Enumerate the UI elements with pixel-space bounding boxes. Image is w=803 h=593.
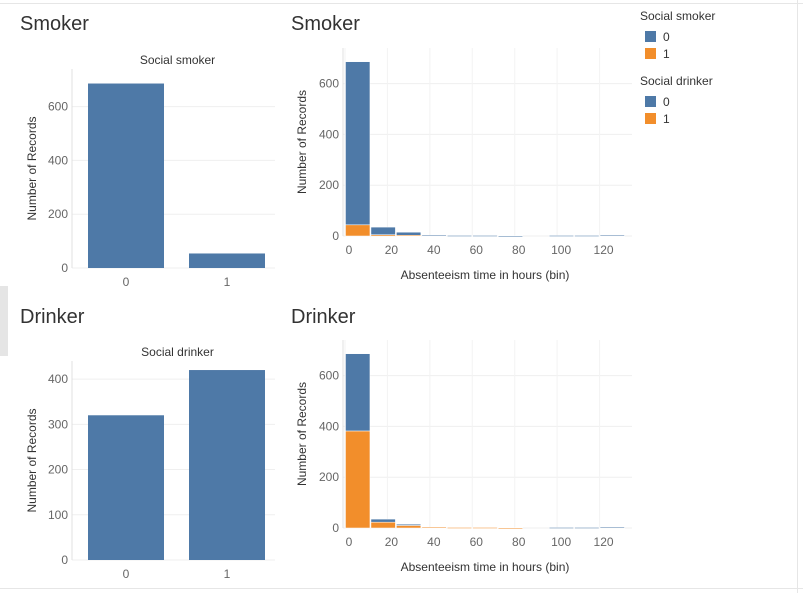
bar-segment bbox=[396, 231, 422, 236]
x-tick-label: 60 bbox=[470, 535, 484, 549]
x-tick-label: 80 bbox=[512, 535, 526, 549]
y-tick-label: 400 bbox=[319, 127, 339, 141]
y-tick-label: 0 bbox=[332, 521, 339, 535]
bar-segment bbox=[370, 226, 396, 235]
x-tick-label: 100 bbox=[551, 243, 571, 257]
y-axis-label: Number of Records bbox=[25, 116, 39, 220]
x-tick-label: 60 bbox=[470, 243, 484, 257]
x-tick-label: 20 bbox=[385, 243, 399, 257]
x-tick-label: 40 bbox=[427, 243, 441, 257]
x-tick-label: 0 bbox=[123, 275, 130, 289]
y-tick-label: 600 bbox=[319, 77, 339, 91]
y-tick-label: 200 bbox=[48, 207, 68, 221]
chart-header: Social drinker bbox=[141, 345, 214, 359]
y-tick-label: 600 bbox=[319, 369, 339, 383]
legend-item[interactable]: 0 bbox=[640, 93, 713, 110]
bar-segment bbox=[472, 527, 498, 529]
y-axis-label: Number of Records bbox=[295, 90, 309, 194]
bar-segment bbox=[396, 525, 422, 529]
x-tick-label: 100 bbox=[551, 535, 571, 549]
legend-item[interactable]: 1 bbox=[640, 45, 715, 62]
bar bbox=[88, 415, 164, 560]
y-tick-label: 600 bbox=[48, 100, 68, 114]
legend-social-drinker[interactable]: Social drinker 0 1 bbox=[640, 74, 713, 127]
y-tick-label: 400 bbox=[319, 419, 339, 433]
y-tick-label: 100 bbox=[48, 508, 68, 522]
legend-label: 0 bbox=[663, 94, 670, 109]
legend-swatch bbox=[645, 31, 656, 42]
legend-swatch bbox=[645, 113, 656, 124]
x-tick-label: 1 bbox=[224, 567, 231, 581]
bar-segment bbox=[599, 234, 625, 237]
bar-segment bbox=[345, 353, 371, 432]
y-tick-label: 200 bbox=[48, 463, 68, 477]
bar-segment bbox=[497, 527, 523, 529]
x-tick-label: 1 bbox=[224, 275, 231, 289]
bar bbox=[189, 253, 265, 268]
sheet-title: Smoker bbox=[20, 13, 89, 35]
x-tick-label: 0 bbox=[346, 243, 353, 257]
bar-segment bbox=[421, 234, 447, 237]
bar-segment bbox=[574, 527, 600, 529]
legend-label: 1 bbox=[663, 111, 670, 126]
legend-title: Social drinker bbox=[640, 74, 713, 88]
dashboard-bottom-border bbox=[0, 588, 803, 589]
sheet-title: Drinker bbox=[291, 306, 356, 328]
legend-item[interactable]: 1 bbox=[640, 110, 713, 127]
bar-segment bbox=[472, 235, 498, 237]
bar-segment bbox=[370, 518, 396, 523]
bar-segment bbox=[396, 523, 422, 526]
x-tick-label: 80 bbox=[512, 243, 526, 257]
y-tick-label: 400 bbox=[48, 372, 68, 386]
legend-item[interactable]: 0 bbox=[640, 28, 715, 45]
x-axis-label: Absenteeism time in hours (bin) bbox=[401, 560, 570, 574]
x-axis-label: Absenteeism time in hours (bin) bbox=[401, 268, 570, 282]
dashboard-top-border bbox=[0, 3, 803, 4]
x-tick-label: 40 bbox=[427, 535, 441, 549]
x-tick-label: 120 bbox=[594, 535, 614, 549]
y-axis-label: Number of Records bbox=[25, 408, 39, 512]
y-tick-label: 200 bbox=[319, 178, 339, 192]
x-tick-label: 0 bbox=[346, 535, 353, 549]
bar-segment bbox=[370, 521, 396, 529]
legend-label: 0 bbox=[663, 29, 670, 44]
bar-segment bbox=[421, 526, 447, 529]
x-tick-label: 0 bbox=[123, 567, 130, 581]
y-tick-label: 0 bbox=[61, 261, 68, 275]
y-tick-label: 400 bbox=[48, 153, 68, 167]
y-tick-label: 0 bbox=[61, 553, 68, 567]
bar bbox=[88, 83, 164, 268]
sheet-title: Smoker bbox=[291, 13, 360, 35]
x-tick-label: 20 bbox=[385, 535, 399, 549]
legend-swatch bbox=[645, 96, 656, 107]
bar-segment bbox=[447, 235, 473, 237]
dashboard-right-border bbox=[797, 0, 798, 593]
legend-swatch bbox=[645, 48, 656, 59]
bar bbox=[189, 370, 265, 560]
bar-segment bbox=[548, 235, 574, 237]
bar-segment bbox=[599, 526, 625, 529]
bar-segment bbox=[548, 527, 574, 529]
x-tick-label: 120 bbox=[594, 243, 614, 257]
bar-segment bbox=[447, 527, 473, 529]
y-tick-label: 300 bbox=[48, 417, 68, 431]
left-scroll-handle[interactable] bbox=[0, 286, 8, 356]
y-tick-label: 200 bbox=[319, 470, 339, 484]
bar-segment bbox=[345, 430, 371, 529]
bar-segment bbox=[345, 224, 371, 237]
y-axis-label: Number of Records bbox=[295, 382, 309, 486]
legend-title: Social smoker bbox=[640, 9, 716, 23]
bar-segment bbox=[574, 235, 600, 237]
chart-header: Social smoker bbox=[140, 53, 215, 67]
sheet-title: Drinker bbox=[20, 306, 85, 328]
y-tick-label: 0 bbox=[332, 229, 339, 243]
legend-label: 1 bbox=[663, 46, 670, 61]
bar-segment bbox=[345, 61, 371, 226]
bar-segment bbox=[497, 235, 523, 237]
legend-social-smoker[interactable]: Social smoker 0 1 bbox=[640, 9, 715, 62]
